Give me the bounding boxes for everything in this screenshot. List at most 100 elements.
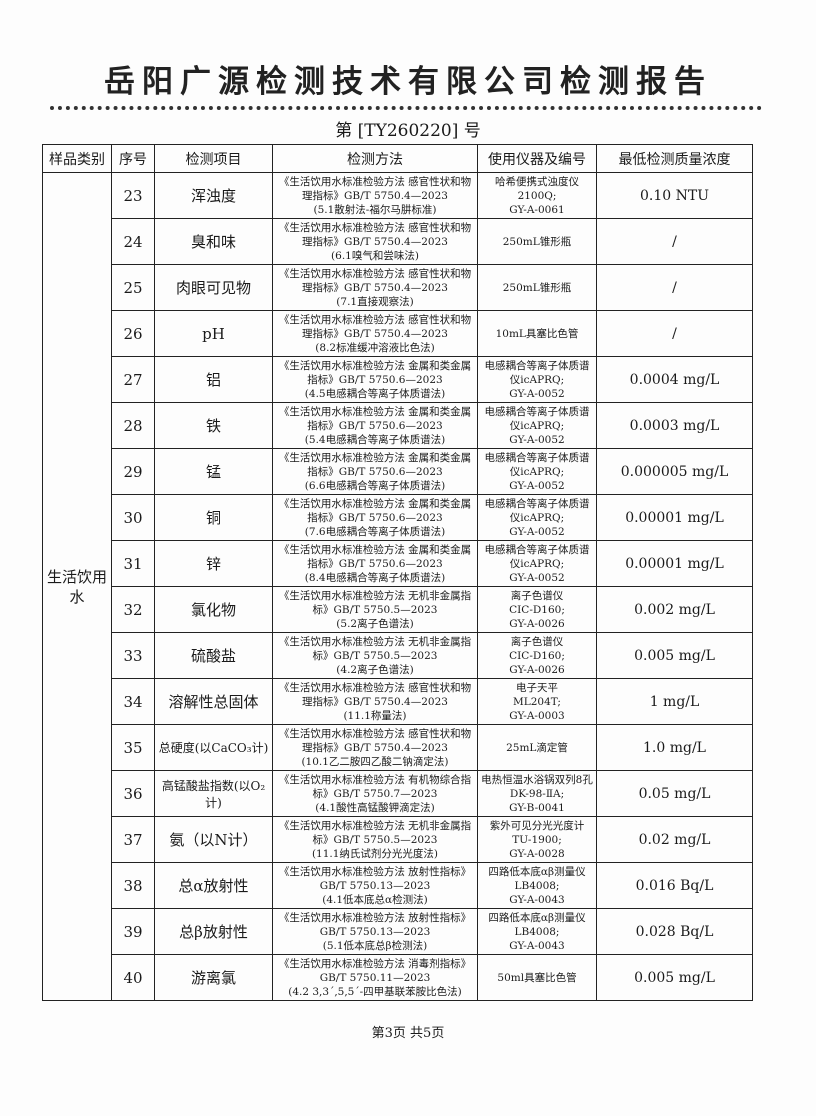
method-line: 《生活饮用水标准检验方法 放射性指标》 (278, 865, 472, 878)
row-no: 34 (111, 678, 155, 725)
header-no: 序号 (111, 144, 155, 173)
method-line: (10.1乙二胺四乙酸二钠滴定法) (301, 755, 449, 768)
instrument-line: GY-A-0028 (509, 847, 565, 860)
instrument-line: 离子色谱仪 (510, 589, 564, 602)
report-title: 岳阳广源检测技术有限公司检测报告 (104, 64, 712, 100)
instrument-line: 10mL具塞比色管 (495, 327, 579, 340)
row-no: 38 (111, 862, 155, 909)
row-no: 32 (111, 586, 155, 633)
table-row: 31 锌《生活饮用水标准检验方法 金属和类金属 指标》GB/T 5750.6—202… (43, 540, 753, 587)
instrument-line: TU-1900; (512, 833, 562, 846)
detection-limit: 0.0003 mg/L (596, 402, 753, 449)
table-row: 29 锰《生活饮用水标准检验方法 金属和类金属 指标》GB/T 5750.6—202… (43, 448, 753, 495)
test-method: 《生活饮用水标准检验方法 金属和类金属 指标》GB/T 5750.6—2023 (8… (272, 540, 478, 587)
instrument-line: 电感耦合等离子体质谱 (484, 451, 590, 464)
header-instrument: 使用仪器及编号 (477, 144, 597, 173)
method-line: 《生活饮用水标准检验方法 感官性状和物 (278, 267, 472, 280)
instrument: 电子天平 ML204T; GY-A-0003 (477, 678, 597, 725)
method-line: (11.1称量法) (343, 709, 407, 722)
method-line: 标》GB/T 5750.5—2023 (312, 603, 438, 616)
instrument: 离子色谱仪 CIC-D160; GY-A-0026 (477, 586, 597, 633)
report-number: 第 [TY260220] 号 (335, 121, 481, 141)
method-line: GB/T 5750.13—2023 (319, 925, 431, 938)
test-method: 《生活饮用水标准检验方法 感官性状和物 理指标》GB/T 5750.4—2023(… (272, 310, 478, 357)
method-line: (6.6电感耦合等离子体质谱法) (304, 479, 446, 492)
row-no: 30 (111, 494, 155, 541)
test-item: 锰 (154, 448, 273, 495)
header-limit: 最低检测质量浓度 (596, 144, 753, 173)
test-item: 总α放射性 (154, 862, 273, 909)
test-method: 《生活饮用水标准检验方法 感官性状和物 理指标》GB/T 5750.4—2023(… (272, 678, 478, 725)
table-row: 39 总β放射性 《生活饮用水标准检验方法 放射性指标》 GB/T 5750.13—2… (43, 908, 753, 955)
row-no: 25 (111, 264, 155, 311)
instrument-line: 仪icAPRQ; (509, 557, 565, 570)
method-line: (6.1嗅气和尝味法) (331, 249, 419, 262)
method-line: 指标》GB/T 5750.6—2023 (307, 419, 443, 432)
method-line: 《生活饮用水标准检验方法 放射性指标》 (278, 911, 472, 924)
instrument-line: 电感耦合等离子体质谱 (484, 405, 590, 418)
method-line: 指标》GB/T 5750.6—2023 (307, 465, 443, 478)
test-item: 总β放射性 (154, 908, 273, 955)
instrument-line: 仪icAPRQ; (509, 511, 565, 524)
detection-limit: 0.005 mg/L (596, 954, 753, 1001)
method-line: 理指标》GB/T 5750.4—2023 (302, 281, 448, 294)
instrument: 250mL锥形瓶 (477, 264, 597, 311)
detection-limit: 0.10 NTU (596, 172, 753, 219)
detection-limit: 0.000005 mg/L (596, 448, 753, 495)
instrument-line: 2100Q; (517, 189, 557, 202)
method-line: 理指标》GB/T 5750.4—2023 (302, 189, 448, 202)
results-table: 样品类别 序号 检测项目 检测方法 使用仪器及编号 最低检测质量浓度 生活饮用水… (42, 144, 753, 1001)
detection-limit: 0.00001 mg/L (596, 494, 753, 541)
instrument-line: 四路低本底αβ测量仪 (488, 865, 586, 878)
instrument: 250mL锥形瓶 (477, 218, 597, 265)
detection-limit: 1.0 mg/L (596, 724, 753, 771)
sample-category: 生活饮用水 (42, 172, 112, 1001)
method-line: 理指标》GB/T 5750.4—2023 (302, 327, 448, 340)
method-line: 《生活饮用水标准检验方法 金属和类金属 (278, 543, 472, 556)
detection-limit: 0.028 Bq/L (596, 908, 753, 955)
test-method: 《生活饮用水标准检验方法 无机非金属指 标》GB/T 5750.5—2023 (4.… (272, 632, 478, 679)
test-item: 溶解性总固体 (154, 678, 273, 725)
instrument-line: GY-A-0052 (509, 525, 565, 538)
method-line: 标》GB/T 5750.5—2023 (312, 833, 438, 846)
table-row: 32 氯化物 《生活饮用水标准检验方法 无机非金属指 标》GB/T 5750.5—20… (43, 586, 753, 633)
header-method: 检测方法 (272, 144, 478, 173)
instrument-line: 仪icAPRQ; (509, 373, 565, 386)
detection-limit: 0.00001 mg/L (596, 540, 753, 587)
test-item: 铜 (154, 494, 273, 541)
instrument: 紫外可见分光光度计 TU-1900; GY-A-0028 (477, 816, 597, 863)
detection-limit: 0.05 mg/L (596, 770, 753, 817)
method-line: (4.2离子色谱法) (336, 663, 414, 676)
detection-limit: 1 mg/L (596, 678, 753, 725)
test-method: 《生活饮用水标准检验方法 感官性状和物 理指标》GB/T 5750.4—2023(… (272, 264, 478, 311)
test-method: 《生活饮用水标准检验方法 感官性状和物 理指标》GB/T 5750.4—2023(… (272, 218, 478, 265)
test-method: 《生活饮用水标准检验方法 有机物综合指 标》GB/T 5750.7—2023 (4.… (272, 770, 478, 817)
test-method: 《生活饮用水标准检验方法 放射性指标》 GB/T 5750.13—2023 (4.1… (272, 862, 478, 909)
table-row: 28 铁《生活饮用水标准检验方法 金属和类金属 指标》GB/T 5750.6—202… (43, 402, 753, 449)
method-line: (5.4电感耦合等离子体质谱法) (304, 433, 446, 446)
row-no: 35 (111, 724, 155, 771)
instrument-line: GY-A-0026 (509, 663, 565, 676)
method-line: 《生活饮用水标准检验方法 感官性状和物 (278, 727, 472, 740)
test-item: 铝 (154, 356, 273, 403)
instrument: 电热恒温水浴锅双列8孔 DK-98-ⅡA; GY-B-0041 (477, 770, 597, 817)
instrument: 四路低本底αβ测量仪 LB4008; GY-A-0043 (477, 862, 597, 909)
method-line: (7.6电感耦合等离子体质谱法) (304, 525, 446, 538)
dotted-divider (50, 106, 762, 110)
test-item: 臭和味 (154, 218, 273, 265)
instrument: 电感耦合等离子体质谱 仪icAPRQ; GY-A-0052 (477, 448, 597, 495)
instrument: 离子色谱仪 CIC-D160; GY-A-0026 (477, 632, 597, 679)
method-line: (11.1纳氏试剂分光光度法) (311, 847, 439, 860)
detection-limit: 0.005 mg/L (596, 632, 753, 679)
method-line: (4.1酸性高锰酸钾滴定法) (315, 801, 435, 814)
detection-limit: / (596, 264, 753, 311)
instrument: 电感耦合等离子体质谱 仪icAPRQ; GY-A-0052 (477, 494, 597, 541)
method-line: GB/T 5750.11—2023 (319, 971, 431, 984)
test-method: 《生活饮用水标准检验方法 感官性状和物 理指标》GB/T 5750.4—2023(… (272, 724, 478, 771)
instrument-line: DK-98-ⅡA; (509, 787, 565, 800)
test-item: 氨（以N计） (154, 816, 273, 863)
method-line: 指标》GB/T 5750.6—2023 (307, 373, 443, 386)
instrument: 哈希便携式浊度仪 2100Q; GY-A-0061 (477, 172, 597, 219)
test-method: 《生活饮用水标准检验方法 金属和类金属 指标》GB/T 5750.6—2023 (5… (272, 402, 478, 449)
